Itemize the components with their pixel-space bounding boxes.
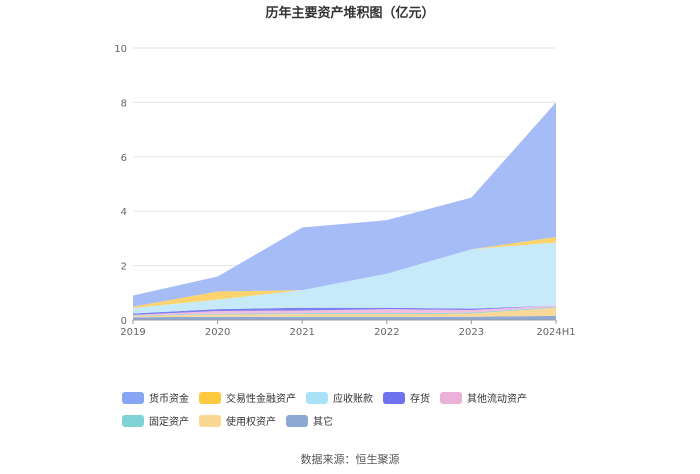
area-series-2 xyxy=(133,306,556,316)
x-tick-label: 2019 xyxy=(120,327,145,338)
legend-label: 其他流动资产 xyxy=(467,394,527,405)
legend-swatch xyxy=(199,391,221,404)
legend-swatch xyxy=(199,414,221,427)
legend-item[interactable]: 其他流动资产 xyxy=(440,390,527,405)
area-series-6 xyxy=(133,237,556,309)
legend-swatch xyxy=(383,391,405,404)
area-series-3 xyxy=(133,305,556,316)
legend-swatch xyxy=(440,391,462,404)
x-tick-label: 2020 xyxy=(205,327,230,338)
y-tick-label: 10 xyxy=(114,44,127,55)
legend-swatch xyxy=(122,414,144,427)
chart-title: 历年主要资产堆积图（亿元） xyxy=(265,5,434,21)
legend-item[interactable]: 应收账款 xyxy=(306,390,373,405)
legend-label: 其它 xyxy=(313,417,333,428)
legend-item[interactable]: 货币资金 xyxy=(122,390,189,405)
area-series-7 xyxy=(133,102,556,307)
legend-item[interactable]: 固定资产 xyxy=(122,413,189,428)
legend-swatch xyxy=(306,391,328,404)
area-series xyxy=(133,102,556,320)
legend-label: 固定资产 xyxy=(149,417,189,428)
y-tick-label: 2 xyxy=(121,262,127,273)
legend-label: 交易性金融资产 xyxy=(226,394,296,405)
legend-item[interactable]: 使用权资产 xyxy=(199,413,276,428)
legend-item[interactable]: 交易性金融资产 xyxy=(199,390,296,405)
data-source: 数据来源：恒生聚源 xyxy=(300,453,400,466)
y-tick-label: 6 xyxy=(121,153,127,164)
legend-swatch xyxy=(122,391,144,404)
area-series-4 xyxy=(133,305,556,315)
y-tick-label: 8 xyxy=(121,98,127,109)
legend-label: 存货 xyxy=(410,394,430,405)
x-tick-label: 2023 xyxy=(459,327,484,338)
area-series-1 xyxy=(133,307,556,318)
area-series-5 xyxy=(133,242,556,314)
y-tick-label: 0 xyxy=(121,316,127,327)
x-tick-label: 2021 xyxy=(289,327,314,338)
legend-swatch xyxy=(286,414,308,427)
legend-item[interactable]: 存货 xyxy=(383,390,430,405)
y-tick-label: 4 xyxy=(121,207,127,218)
area-series-0 xyxy=(133,315,556,320)
legend-label: 使用权资产 xyxy=(226,417,276,428)
x-tick-label: 2024H1 xyxy=(536,327,575,338)
legend-label: 货币资金 xyxy=(149,394,189,405)
legend-item[interactable]: 其它 xyxy=(286,413,333,428)
x-tick-label: 2022 xyxy=(374,327,399,338)
legend-label: 应收账款 xyxy=(333,394,373,405)
legend: 货币资金 交易性金融资产 应收账款 存货 其他流动资产固定资产 使用权资产 其它 xyxy=(122,390,592,428)
axes: 0 2 4 6 8 10 2019 2020 2021 2022 2023 2024H1 xyxy=(114,44,575,338)
